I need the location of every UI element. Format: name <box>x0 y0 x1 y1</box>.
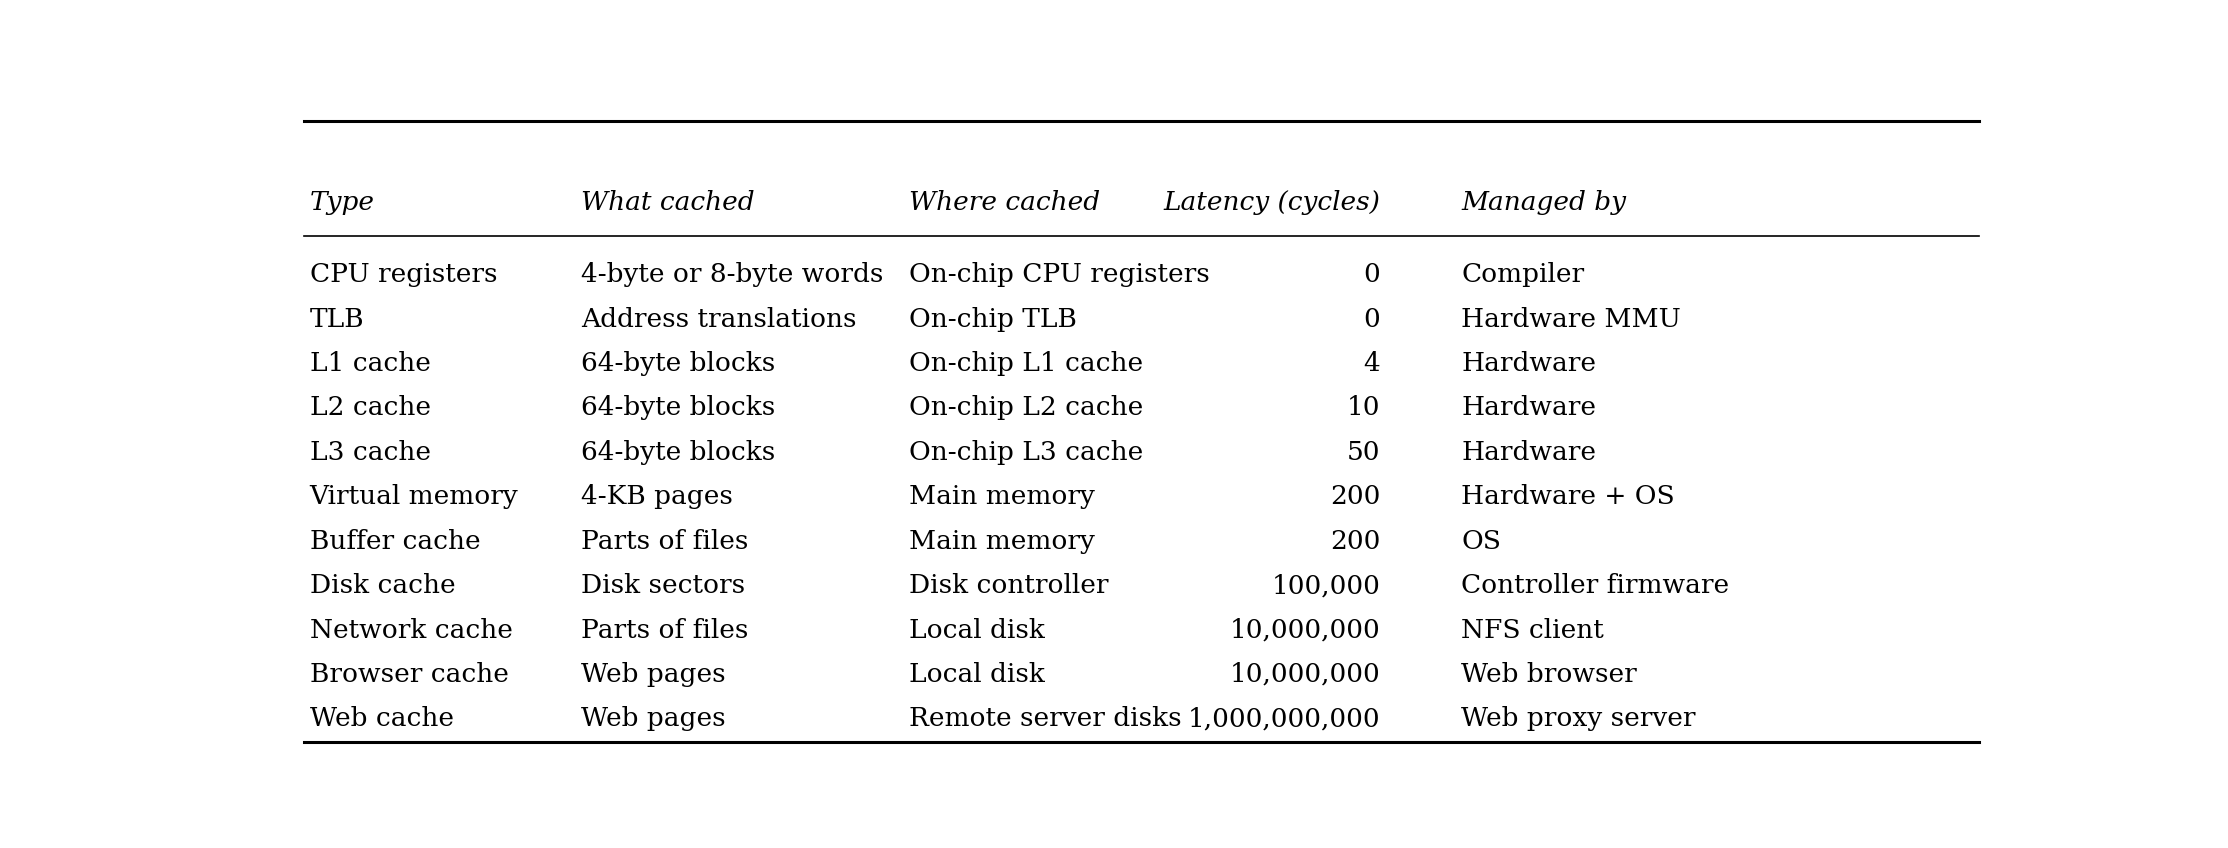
Text: 0: 0 <box>1364 262 1379 287</box>
Text: Where cached: Where cached <box>909 191 1101 215</box>
Text: Hardware MMU: Hardware MMU <box>1462 307 1682 332</box>
Text: Main memory: Main memory <box>909 484 1094 510</box>
Text: CPU registers: CPU registers <box>310 262 497 287</box>
Text: 64-byte blocks: 64-byte blocks <box>582 351 775 377</box>
Text: 4-byte or 8-byte words: 4-byte or 8-byte words <box>582 262 882 287</box>
Text: 1,000,000,000: 1,000,000,000 <box>1188 706 1379 731</box>
Text: 10,000,000: 10,000,000 <box>1230 662 1379 687</box>
Text: 50: 50 <box>1346 440 1379 465</box>
Text: Compiler: Compiler <box>1462 262 1584 287</box>
Text: 10: 10 <box>1346 395 1379 421</box>
Text: L1 cache: L1 cache <box>310 351 430 377</box>
Text: 10,000,000: 10,000,000 <box>1230 617 1379 643</box>
Text: 4: 4 <box>1364 351 1379 377</box>
Text: What cached: What cached <box>582 191 755 215</box>
Text: 200: 200 <box>1330 484 1379 510</box>
Text: Virtual memory: Virtual memory <box>310 484 519 510</box>
Text: Disk sectors: Disk sectors <box>582 573 744 598</box>
Text: Remote server disks: Remote server disks <box>909 706 1181 731</box>
Text: Local disk: Local disk <box>909 617 1045 643</box>
Text: Main memory: Main memory <box>909 528 1094 554</box>
Text: 64-byte blocks: 64-byte blocks <box>582 440 775 465</box>
Text: 200: 200 <box>1330 528 1379 554</box>
Text: Web proxy server: Web proxy server <box>1462 706 1696 731</box>
Text: Hardware + OS: Hardware + OS <box>1462 484 1675 510</box>
Text: Hardware: Hardware <box>1462 395 1595 421</box>
Text: On-chip L3 cache: On-chip L3 cache <box>909 440 1143 465</box>
Text: Hardware: Hardware <box>1462 440 1595 465</box>
Text: Disk controller: Disk controller <box>909 573 1107 598</box>
Text: Buffer cache: Buffer cache <box>310 528 481 554</box>
Text: Parts of files: Parts of files <box>582 617 749 643</box>
Text: On-chip TLB: On-chip TLB <box>909 307 1076 332</box>
Text: Type: Type <box>310 191 374 215</box>
Text: Web browser: Web browser <box>1462 662 1638 687</box>
Text: Parts of files: Parts of files <box>582 528 749 554</box>
Text: On-chip CPU registers: On-chip CPU registers <box>909 262 1210 287</box>
Text: Web pages: Web pages <box>582 662 726 687</box>
Text: Hardware: Hardware <box>1462 351 1595 377</box>
Text: 64-byte blocks: 64-byte blocks <box>582 395 775 421</box>
Text: Managed by: Managed by <box>1462 191 1626 215</box>
Text: OS: OS <box>1462 528 1502 554</box>
Text: L2 cache: L2 cache <box>310 395 430 421</box>
Text: TLB: TLB <box>310 307 363 332</box>
Text: NFS client: NFS client <box>1462 617 1604 643</box>
Text: Address translations: Address translations <box>582 307 856 332</box>
Text: Network cache: Network cache <box>310 617 512 643</box>
Text: Disk cache: Disk cache <box>310 573 455 598</box>
Text: 100,000: 100,000 <box>1272 573 1379 598</box>
Text: Web pages: Web pages <box>582 706 726 731</box>
Text: L3 cache: L3 cache <box>310 440 430 465</box>
Text: On-chip L2 cache: On-chip L2 cache <box>909 395 1143 421</box>
Text: 0: 0 <box>1364 307 1379 332</box>
Text: Web cache: Web cache <box>310 706 455 731</box>
Text: 4-KB pages: 4-KB pages <box>582 484 733 510</box>
Text: Controller firmware: Controller firmware <box>1462 573 1729 598</box>
Text: Browser cache: Browser cache <box>310 662 508 687</box>
Text: Local disk: Local disk <box>909 662 1045 687</box>
Text: On-chip L1 cache: On-chip L1 cache <box>909 351 1143 377</box>
Text: Latency (cycles): Latency (cycles) <box>1163 191 1379 215</box>
